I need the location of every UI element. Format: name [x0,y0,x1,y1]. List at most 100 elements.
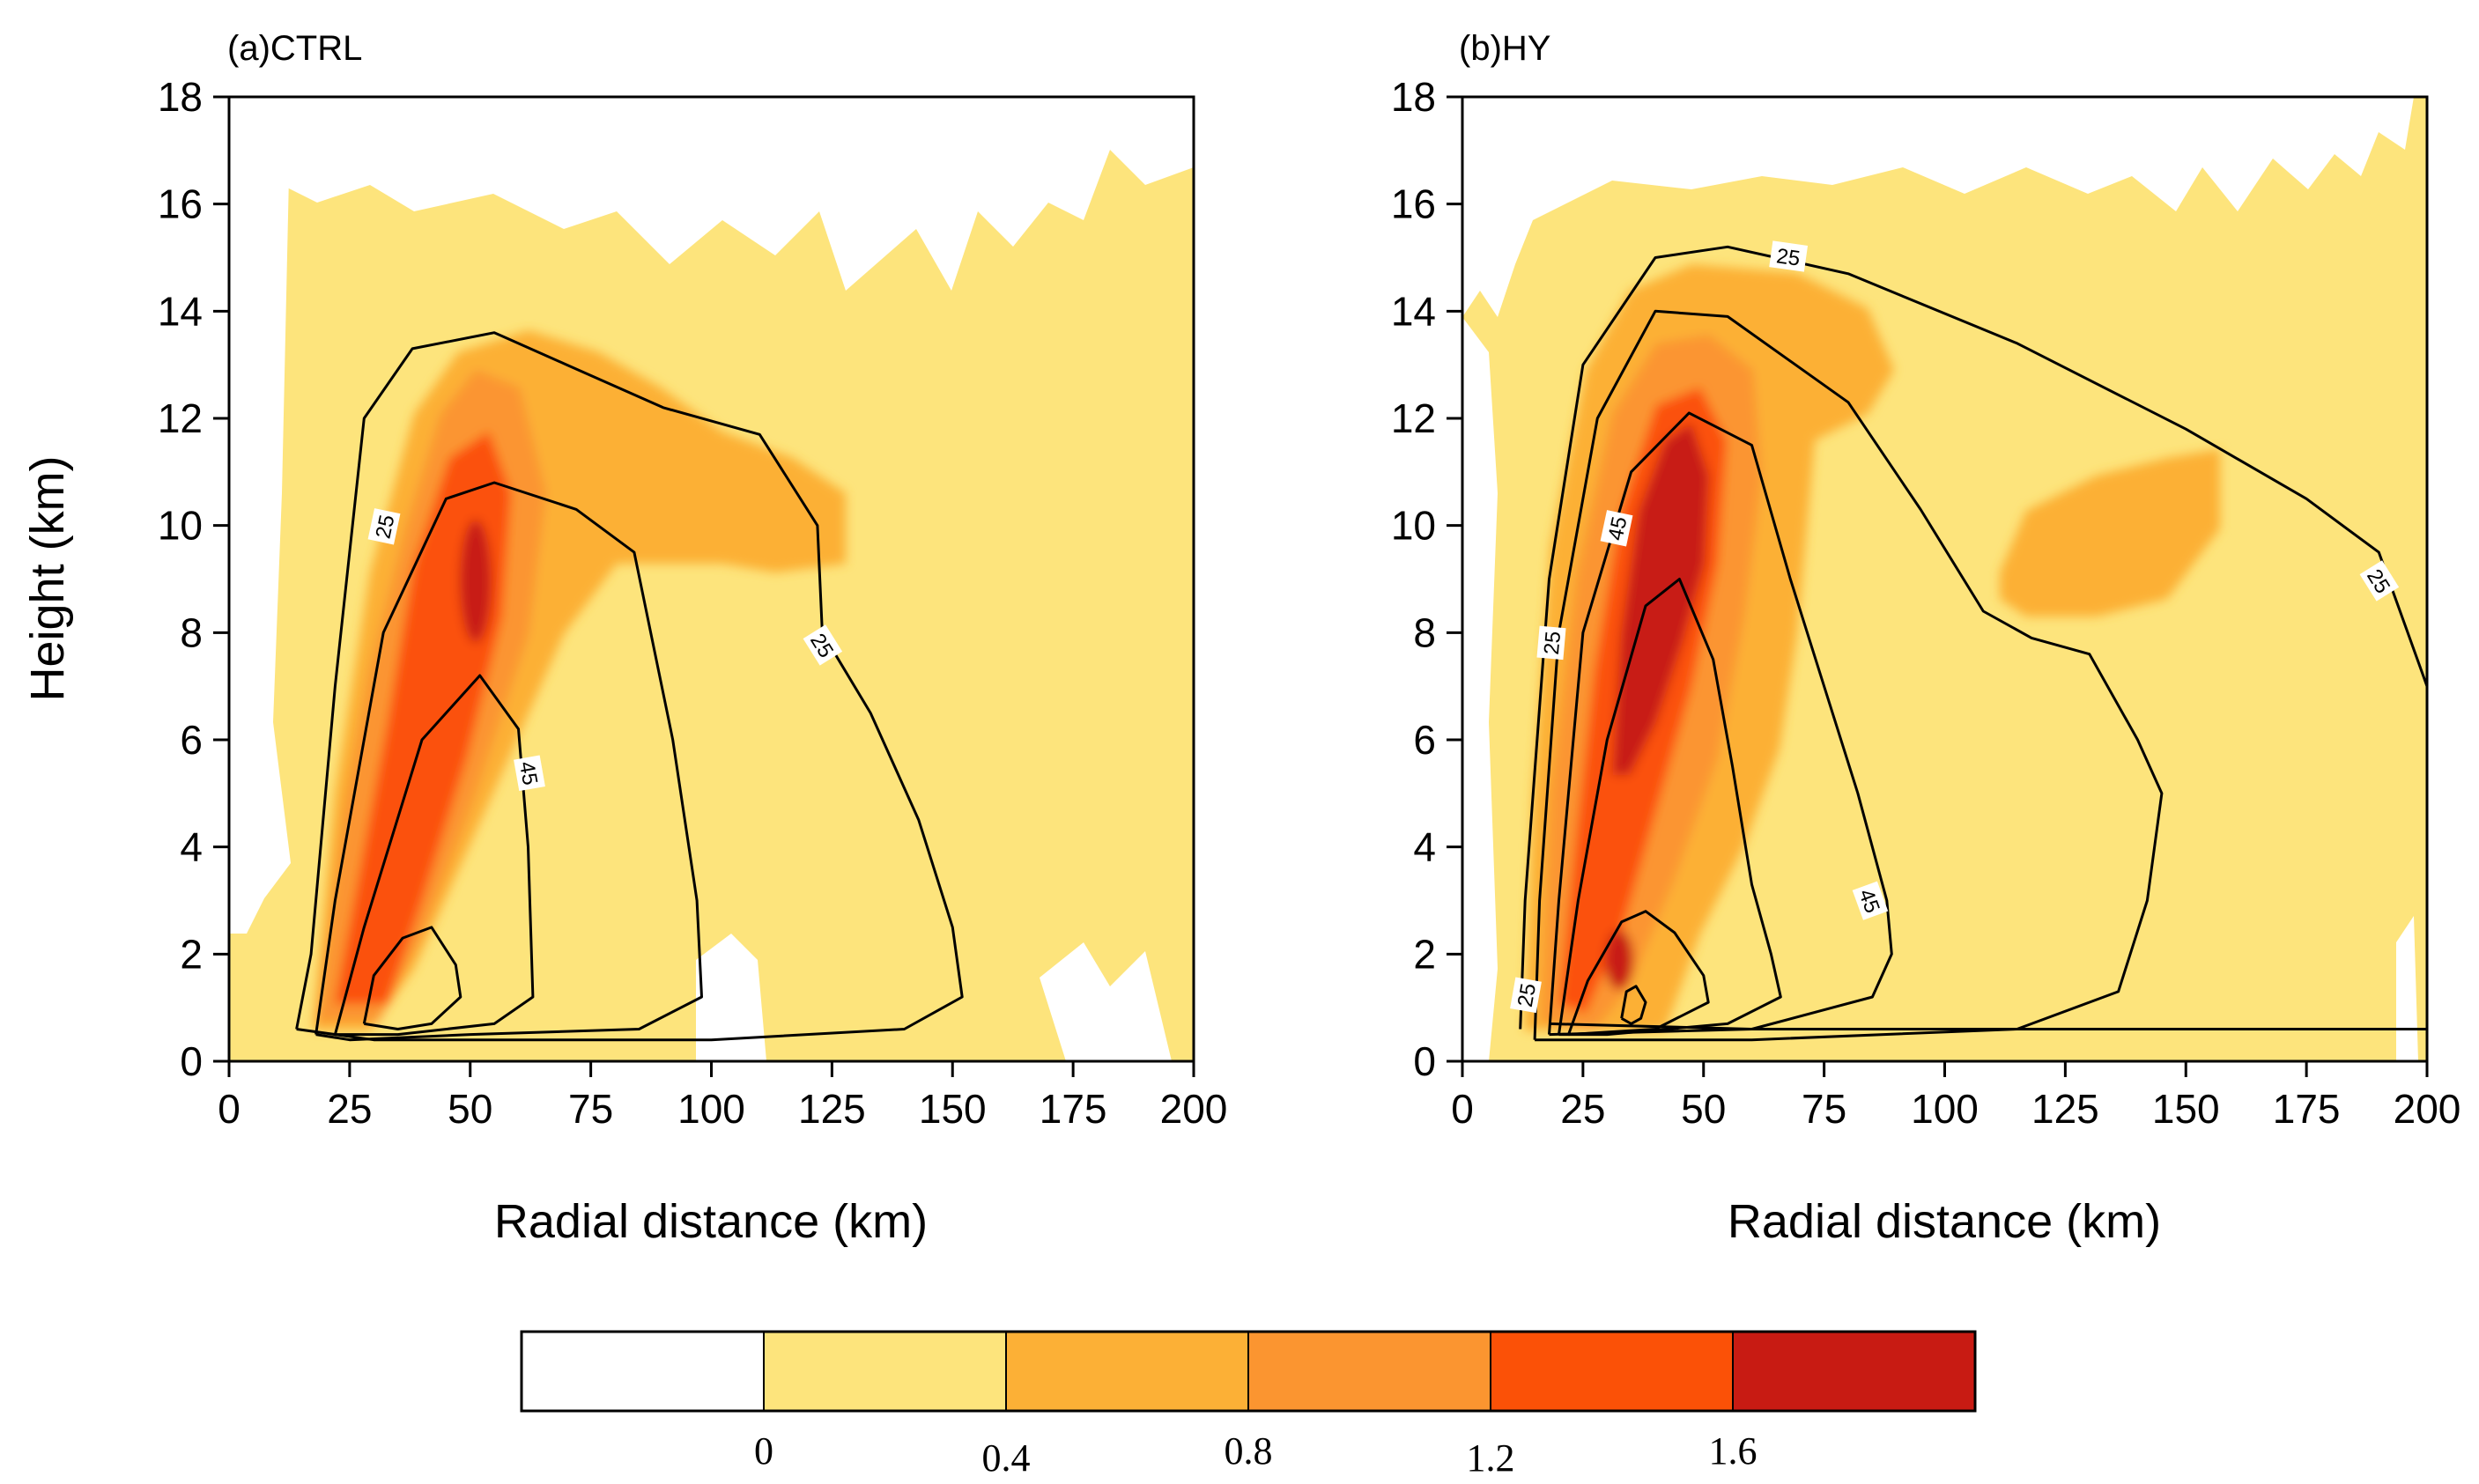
contour-25-0 [1519,245,2427,1030]
shade-16b-hy [1605,930,1633,990]
x-tick-label-75: 75 [568,1086,613,1132]
shade-16-hy [1612,423,1709,775]
x-tick-label-100: 100 [1911,1086,1979,1132]
y-tick-label-18: 18 [158,74,203,120]
panel-title-ctrl: (a)CTRL [227,29,362,68]
white-patch-bottom-ctrl [696,934,766,1061]
contour-label-hy-25-top: 25 [1769,240,1809,272]
contour-75-6 [1620,985,1647,1025]
colorbar-frame [520,1330,1977,1413]
y-tick-label-2: 2 [180,931,203,977]
y-tick-label-8: 8 [1413,609,1436,655]
contour-label-hy-45-left: 45 [1600,510,1633,547]
contours-hy [1519,245,2427,1042]
y-tick-label-10: 10 [1391,503,1436,549]
x-tick-label-25: 25 [1560,1086,1605,1132]
x-tick-label-0: 0 [218,1086,240,1132]
y-tick-label-16: 16 [1391,181,1436,227]
y-tick-label-8: 8 [180,609,203,655]
x-tick-label-0: 0 [1451,1086,1474,1132]
y-tick-label-4: 4 [1413,824,1436,870]
contour-label-ctrl-45: 45 [514,755,545,792]
white-patch-left-ctrl [229,97,291,934]
svg-text:25: 25 [1540,631,1565,656]
colorbar-label-2: 0.8 [1225,1429,1273,1473]
shading-ctrl [313,330,846,1030]
y-tick-label-16: 16 [158,181,203,227]
x-tick-label-150: 150 [2152,1086,2220,1132]
contour-35-1 [314,481,703,1042]
svg-text:45: 45 [1604,514,1632,543]
negative-region-ctrl [229,97,1194,1061]
x-tick-label-175: 175 [2273,1086,2341,1132]
contour-label-hy-25-mid: 25 [1536,625,1566,661]
shade-16-ctrl [460,520,492,643]
panel-ctrl: (a)CTRL 25 [21,29,1227,1248]
plot-area-hy: 25 45 25 25 45 25 [1462,97,2427,1061]
svg-text:45: 45 [514,760,542,787]
white-patch-left-hy [1462,317,1498,1061]
x-tick-label-200: 200 [2394,1086,2461,1132]
x-tick-label-200: 200 [1160,1086,1228,1132]
x-tick-label-125: 125 [798,1086,866,1132]
y-tick-label-12: 12 [158,395,203,441]
x-tick-label-50: 50 [1681,1086,1726,1132]
colorbar-swatch-5 [1732,1331,1976,1412]
contour-label-hy-25-bottom: 25 [1510,977,1542,1014]
x-tick-label-100: 100 [677,1086,745,1132]
panel-title-hy: (b)HY [1459,29,1550,68]
y-tick-label-14: 14 [1391,288,1436,334]
y-tick-label-6: 6 [180,717,203,763]
svg-text:25: 25 [1513,982,1541,1009]
colorbar-label-4: 1.6 [1709,1429,1758,1473]
contour-label-ctrl-25-left: 25 [367,508,401,545]
axes-ctrl: 0 25 50 75 100 125 150 175 200 0 2 4 6 8 10 12 14 16 18 [158,74,1228,1132]
y-tick-label-0: 0 [180,1038,203,1084]
x-tick-label-50: 50 [448,1086,492,1132]
colorbar-label-3: 1.2 [1467,1436,1515,1480]
contour-55-3 [362,926,462,1030]
colorbar-label-1: 0.4 [982,1436,1031,1480]
colorbar-swatch-2 [1005,1331,1249,1412]
y-tick-label-14: 14 [158,288,203,334]
colorbar-swatch-1 [763,1331,1007,1412]
white-patch-top-hy [1462,97,2414,317]
colorbar-swatch-0 [521,1331,765,1412]
contour-45-3 [1548,411,1893,1037]
x-tick-label-75: 75 [1802,1086,1846,1132]
y-tick-label-6: 6 [1413,717,1436,763]
y-tick-label-18: 18 [1391,74,1436,120]
shade-04b-hy [2000,449,2220,616]
x-tick-label-125: 125 [2031,1086,2099,1132]
y-tick-label-2: 2 [1413,931,1436,977]
colorbar: 0 0.4 0.8 1.2 1.6 [520,1330,1977,1480]
contour-25-0 [295,331,964,1042]
colorbar-swatch-3 [1247,1331,1491,1412]
y-tick-label-10: 10 [158,503,203,549]
y-tick-label-12: 12 [1391,395,1436,441]
white-patch-right-ctrl [1040,942,1172,1061]
axes-hy: 0 25 50 75 100 125 150 175 200 0 2 4 6 8 10 12 14 16 18 [1391,74,2461,1132]
plot-area-ctrl: 25 25 45 [229,97,1194,1061]
svg-text:25: 25 [1775,244,1802,270]
contour-65-5 [1567,910,1710,1037]
y-axis-title-ctrl: Height (km) [21,455,74,701]
y-tick-label-0: 0 [1413,1038,1436,1084]
contour-55-4 [1558,578,1782,1037]
x-axis-title-hy: Radial distance (km) [1728,1195,2161,1248]
x-tick-label-175: 175 [1040,1086,1107,1132]
white-patch-top-ctrl [229,97,1194,291]
contour-35-2 [1533,309,2164,1042]
contour-label-hy-45-right: 45 [1852,881,1889,920]
negative-region-hy [1462,97,2418,1061]
x-axis-title-ctrl: Radial distance (km) [494,1195,928,1248]
white-patch-right-hy [2396,916,2418,1061]
x-tick-label-150: 150 [919,1086,987,1132]
colorbar-label-0: 0 [754,1429,773,1473]
svg-text:25: 25 [372,513,400,541]
x-tick-label-25: 25 [327,1086,372,1132]
y-tick-label-4: 4 [180,824,203,870]
colorbar-swatch-4 [1490,1331,1734,1412]
panel-hy: (b)HY 25 45 [1391,29,2461,1248]
